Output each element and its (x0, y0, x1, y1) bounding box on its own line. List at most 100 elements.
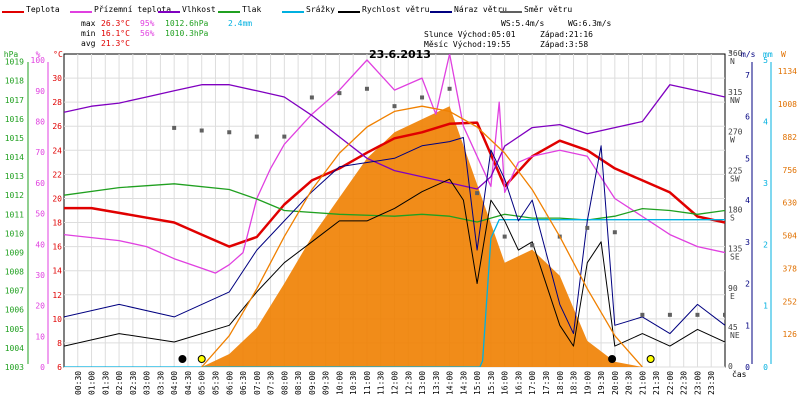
solar-tick-label: 378 (783, 264, 798, 273)
legend-label: Teplota (26, 5, 60, 14)
hum-tick-label: 60 (35, 179, 45, 188)
info-sun-rise: Slunce Východ:05:01 (424, 30, 516, 39)
legend-label: Směr větru (524, 5, 572, 14)
moonrise-marker (608, 355, 617, 363)
wind-direction-point (254, 134, 259, 139)
press-tick-label: 1016 (5, 115, 24, 124)
x-tick-label: 05:30 (211, 371, 220, 395)
press-tick-label: 1004 (5, 344, 24, 353)
stat-min-label: min (81, 29, 96, 38)
x-tick-label: 01:30 (101, 371, 110, 395)
press-tick-label: 1013 (5, 172, 24, 181)
wind-tick-label: 3 (745, 238, 750, 247)
press-tick-label: 1012 (5, 191, 24, 200)
wind-tick-label: 7 (745, 71, 750, 80)
rain-tick-label: 3 (763, 179, 768, 188)
x-tick-label: 07:30 (267, 371, 276, 395)
solar-area (201, 106, 643, 367)
hum-axis-unit: % (36, 50, 41, 59)
temp-tick-label: 12 (52, 291, 62, 300)
press-tick-label: 1014 (5, 153, 24, 162)
wind-direction-point (502, 234, 507, 239)
x-tick-label: 15:00 (473, 371, 482, 395)
moonset-marker (178, 355, 187, 363)
press-tick-label: 1007 (5, 287, 24, 296)
dir-tick-label: 0 (728, 362, 733, 371)
stat-max-hum: 95% (140, 19, 155, 28)
x-tick-label: 08:00 (280, 371, 289, 395)
x-tick-label: 13:30 (432, 371, 441, 395)
wind-direction-point (199, 128, 204, 133)
press-tick-label: 1006 (5, 306, 24, 315)
sunrise-marker (197, 355, 206, 363)
stat-max-label: max (81, 19, 96, 28)
x-tick-label: 00:30 (74, 371, 83, 395)
hum-tick-label: 40 (35, 240, 45, 249)
dir-tick-compass: NW (730, 96, 740, 105)
solar-tick-label: 126 (783, 330, 798, 339)
x-tick-label: 10:00 (335, 371, 344, 395)
temp-tick-label: 24 (52, 146, 62, 155)
solar-tick-label: 630 (783, 199, 798, 208)
series-line-5 (64, 178, 725, 347)
solar-tick-label: 882 (783, 133, 798, 142)
plot-area (63, 53, 726, 368)
legend-label: Tlak (242, 5, 261, 14)
series-area-solar (201, 106, 643, 367)
wind-direction-point (364, 86, 369, 91)
dir-tick-label: 270 (728, 127, 743, 136)
press-tick-label: 1017 (5, 96, 24, 105)
wind-axis-unit: m/s (741, 50, 756, 59)
x-tick-label: 11:00 (363, 371, 372, 395)
stat-avg-temp: 21.3°C (101, 39, 130, 48)
hum-tick-label: 100 (31, 56, 46, 65)
dir-tick-label: 90 (728, 284, 738, 293)
wind-tick-label: 4 (745, 196, 750, 205)
x-tick-label: 17:00 (528, 371, 537, 395)
series-line-6 (64, 137, 725, 335)
stat-max-temp: 26.3°C (101, 19, 130, 28)
press-tick-label: 1003 (5, 363, 24, 372)
x-tick-label: 12:00 (391, 371, 400, 395)
stat-min-hum: 56% (140, 29, 155, 38)
wind-tick-label: 6 (745, 113, 750, 122)
press-tick-label: 1009 (5, 248, 24, 257)
dir-axis-unit: ° (728, 50, 733, 59)
wind-direction-point (447, 86, 452, 91)
x-tick-label: 02:30 (129, 371, 138, 395)
x-tick-label: 06:00 (225, 371, 234, 395)
wind-tick-label: 0 (745, 363, 750, 372)
dir-tick-label: 360 (728, 49, 743, 58)
rain-tick-label: 5 (763, 56, 768, 65)
series-line-2 (64, 84, 725, 190)
dir-tick-compass: W (730, 135, 735, 144)
wind-direction-point (282, 134, 287, 139)
x-tick-label: 16:30 (514, 371, 523, 395)
series-line-1 (64, 54, 725, 274)
x-tick-label: 20:30 (625, 371, 634, 395)
wind-tick-label: 1 (745, 321, 750, 330)
temp-tick-label: 8 (57, 339, 62, 348)
x-tick-label: 15:30 (487, 371, 496, 395)
solar-tick-label: 1008 (778, 100, 797, 109)
wind-direction-point (530, 243, 535, 248)
wind-direction-point (227, 130, 232, 135)
wind-direction-point (172, 125, 177, 130)
x-tick-label: 23:00 (693, 371, 702, 395)
x-tick-label: 18:30 (570, 371, 579, 395)
rain-axis-unit: mm (763, 50, 773, 59)
x-tick-label: 03:00 (143, 371, 152, 395)
temp-tick-label: 20 (52, 194, 62, 203)
x-tick-label: 01:00 (88, 371, 97, 395)
x-tick-label: 09:30 (322, 371, 331, 395)
solar-tick-label: 1134 (778, 67, 797, 76)
temp-tick-label: 26 (52, 122, 62, 131)
wind-direction-point (309, 95, 314, 100)
x-tick-label: 22:30 (680, 371, 689, 395)
x-tick-label: 22:00 (666, 371, 675, 395)
dir-tick-compass: N (730, 57, 735, 66)
wind-tick-label: 5 (745, 154, 750, 163)
hum-tick-label: 0 (40, 363, 45, 372)
axes: 00:30 01:00 01:30 02:00 02:30 03:00 03:30 04:00… (4, 49, 797, 395)
